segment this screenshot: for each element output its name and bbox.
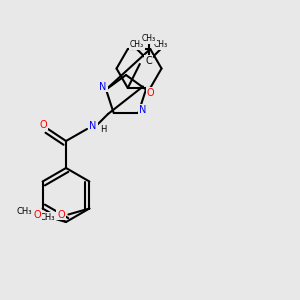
Text: N: N xyxy=(139,105,146,115)
Text: N: N xyxy=(99,82,107,92)
Text: O: O xyxy=(34,209,41,220)
Text: O: O xyxy=(40,119,47,130)
Text: CH₃: CH₃ xyxy=(130,40,144,49)
Text: CH₃: CH₃ xyxy=(16,207,32,216)
Text: O: O xyxy=(147,88,154,98)
Text: O: O xyxy=(57,209,65,220)
Text: H: H xyxy=(100,124,107,134)
Text: C: C xyxy=(146,56,152,66)
Text: N: N xyxy=(89,121,97,131)
Text: CH₃: CH₃ xyxy=(142,34,156,43)
Text: CH₃: CH₃ xyxy=(40,213,55,222)
Text: CH₃: CH₃ xyxy=(154,40,168,49)
